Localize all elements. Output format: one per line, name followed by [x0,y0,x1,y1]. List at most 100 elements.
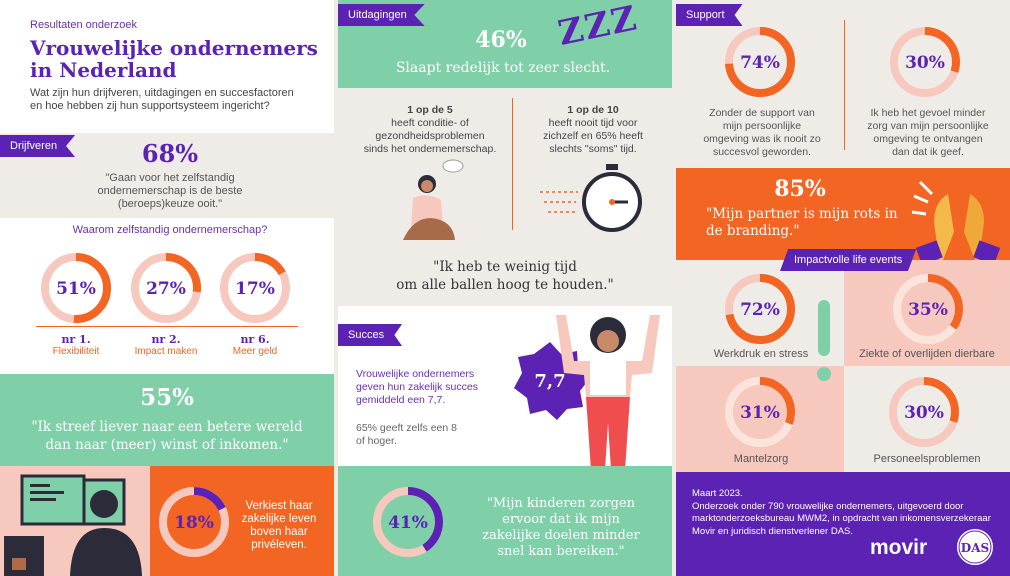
subtitle-line-1: Wat zijn hun drijfveren, uitdagingen en … [30,87,294,99]
support-line: dan dat ik geef. [892,146,964,158]
subtitle-line-2: en hoe hebben zij hun supportsysteem ing… [30,100,270,112]
column-support: Support 74% 30% Zonder de support van mi… [676,0,1010,576]
succes-sub: 65% geeft zelfs een 8 of hoger. [356,422,457,448]
panel-55 [0,374,334,466]
footer-line: marktonderzoeksbureau MWM2, in opdracht … [692,513,991,524]
stat-line: heeft conditie- of [391,117,469,129]
donut-geld: 17% [220,253,290,323]
support-line: zorg van mijn persoonlijke [867,120,989,132]
succes-text: Vrouwelijke ondernemers geven hun zakeli… [356,368,478,407]
donut-impact: 27% [131,253,201,323]
quote-kinderen-line: snel kan bereiken." [497,544,625,559]
succes-sub-line: 65% geeft zelfs een 8 [356,422,457,434]
kicker: Resultaten onderzoek [30,19,138,31]
support-left-text: Zonder de support van mijn persoonlijke … [682,107,842,159]
column-drijfveren: Resultaten onderzoek Vrouwelijke onderne… [0,0,334,576]
quote-tijd-line: om alle ballen hoog te houden." [396,277,614,293]
high-five-hands-icon [911,180,1001,268]
movir-logo: movir [870,536,928,559]
donut-30-personeel: 30% [889,377,959,447]
quote-tijd-line: "Ik heb te weinig tijd [433,259,577,275]
quote-55-line: "Ik streef liever naar een betere wereld [31,419,303,435]
woman-laptop-illustration [0,466,150,576]
panel-support [676,0,1010,168]
support-right-text: Ik heb het gevoel minder zorg van mijn p… [848,107,1008,159]
footer-panel [676,472,1010,576]
donut-35: 35% [893,274,963,344]
quote-partner: "Mijn partner is mijn rots in de brandin… [706,206,926,240]
quote-partner-line: "Mijn partner is mijn rots in [706,206,898,222]
quote-68-line: ondernemerschap is de beste [97,185,243,197]
prive-text: Verkiest haar zakelijke leven boven haar… [234,500,324,552]
why-question: Waarom zelfstandig ondernemerschap? [72,224,268,236]
prive-line: boven haar [250,526,308,538]
pct-55: 55% [140,384,194,411]
label-impact: Impact maken [134,346,198,357]
donut-72: 72% [725,274,795,344]
donut-pct: 27% [146,279,186,299]
succes-sub-line: of hoger. [356,435,397,447]
quote-68-line: "Gaan voor het zelfstandig [105,172,235,184]
donut-74: 74% [725,27,795,97]
stat-line: sinds het ondernemerschap. [363,143,497,155]
quote-partner-line: de branding." [706,223,800,239]
title-line-1: Vrouwelijke ondernemers [30,36,318,60]
divider [844,20,845,150]
panel-85 [676,168,1010,260]
quote-55-line: dan naar (meer) winst of inkomen." [45,437,289,453]
donut-18: 18% [159,487,229,557]
prive-line: Verkiest haar [245,500,313,512]
label-personeel: Personeelsproblemen [873,453,981,465]
quote-kinderen-line: "Mijn kinderen zorgen [486,496,636,511]
tag-succes: Succes [338,324,403,346]
prive-line: zakelijke leven [241,513,317,525]
quote-kinderen-line: zakelijke doelen minder [482,528,640,543]
panel-41 [338,466,672,576]
celebrating-woman-illustration [556,315,660,485]
rank-6: nr 6. [240,333,270,346]
quote-68: "Gaan voor het zelfstandig ondernemersch… [60,172,280,211]
label-ziekte: Ziekte of overlijden dierbare [859,348,995,360]
stat-line: zichzelf en 65% heeft [543,130,643,142]
donut-31: 31% [725,377,795,447]
pct-85: 85% [774,176,826,202]
support-line: Ik heb het gevoel minder [870,107,986,119]
tag-drijfveren: Drijfveren [0,135,76,157]
label-werkdruk: Werkdruk en stress [713,348,809,360]
das-logo: DAS [955,527,995,567]
exclamation-icon [817,300,831,381]
stat-head: 1 op de 10 [567,104,619,116]
donut-pct: 30% [904,403,944,423]
label-mantelzorg: Mantelzorg [733,453,789,465]
donut-pct: 35% [908,300,948,320]
donut-pct: 72% [740,300,780,320]
succes-line: gemiddeld een 7,7. [356,394,446,406]
quote-tijd: "Ik heb te weinig tijd om alle ballen ho… [358,258,652,294]
column-uitdagingen: Uitdagingen 46% ZZZ Slaapt redelijk tot … [338,0,672,576]
donut-pct: 74% [740,53,780,73]
donut-flexibiliteit: 51% [41,253,111,323]
footer-text: Maart 2023. Onderzoek onder 790 vrouweli… [692,488,992,538]
support-line: Zonder de support van [709,107,815,119]
quote-kinderen-line: ervoor dat ik mijn [502,512,620,527]
support-line: omgeving te ontvangen [873,133,983,145]
tag-life-events: Impactvolle life events [780,249,917,271]
title-line-2: in Nederland [30,58,177,82]
footer-line: Onderzoek onder 790 vrouwelijke ondernem… [692,500,964,512]
grade-value: 7,7 [534,371,565,392]
donut-30-support: 30% [890,27,960,97]
quote-55: "Ik streef liever naar een betere wereld… [10,418,324,454]
stat-1-op-5: 1 op de 5 heeft conditie- of gezondheids… [350,104,510,156]
donut-pct: 17% [235,279,275,299]
divider [36,326,298,327]
donut-pct: 41% [388,513,428,533]
donut-pct: 18% [174,513,214,533]
das-logo-text: DAS [961,541,989,555]
donut-pct: 30% [905,53,945,73]
tag-support: Support [676,4,743,26]
stopwatch-icon [540,164,642,232]
rank-2: nr 2. [151,333,181,346]
tag-uitdagingen: Uitdagingen [338,4,425,26]
sleep-text: Slaapt redelijk tot zeer slecht. [395,60,611,76]
support-line: omgeving was ik nooit zo [703,133,821,145]
